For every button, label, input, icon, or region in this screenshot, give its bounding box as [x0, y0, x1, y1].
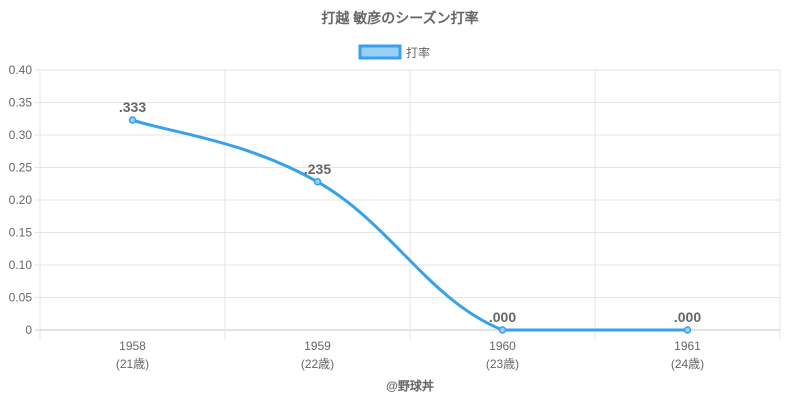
- data-label: .333: [119, 99, 146, 115]
- chart-title: 打越 敏彦のシーズン打率: [321, 10, 478, 26]
- series-line-batting-average: [132, 118, 688, 332]
- x-tick-label: 1960: [489, 339, 516, 353]
- y-tick-label: 0.25: [9, 161, 33, 175]
- y-tick-label: 0: [25, 323, 32, 337]
- y-tick-label: 0.10: [9, 258, 33, 272]
- data-label: .000: [489, 309, 516, 325]
- x-tick-label: 1958: [119, 339, 146, 353]
- y-tick-label: 0.40: [9, 63, 33, 77]
- legend-item[interactable]: 打率: [358, 44, 430, 60]
- data-label: .235: [304, 161, 331, 177]
- x-tick-sublabel: (22歳): [301, 357, 334, 371]
- y-tick-label: 0.15: [9, 226, 33, 240]
- x-tick-sublabel: (24歳): [671, 357, 704, 371]
- y-tick-label: 0.35: [9, 96, 33, 110]
- legend-label: 打率: [406, 45, 430, 60]
- x-tick-sublabel: (23歳): [486, 357, 519, 371]
- x-tick-sublabel: (21歳): [116, 357, 149, 371]
- y-tick-label: 0.20: [9, 193, 33, 207]
- credit-label: @野球丼: [386, 378, 434, 393]
- x-tick-label: 1961: [674, 339, 701, 353]
- y-tick-label: 0.05: [9, 291, 33, 305]
- data-point: [498, 326, 507, 334]
- data-point: [128, 116, 137, 124]
- data-point: [313, 178, 322, 186]
- legend-swatch: [358, 44, 402, 60]
- data-point: [683, 326, 692, 334]
- y-tick-label: 0.30: [9, 128, 33, 142]
- data-label: .000: [674, 309, 701, 325]
- x-tick-label: 1959: [304, 339, 331, 353]
